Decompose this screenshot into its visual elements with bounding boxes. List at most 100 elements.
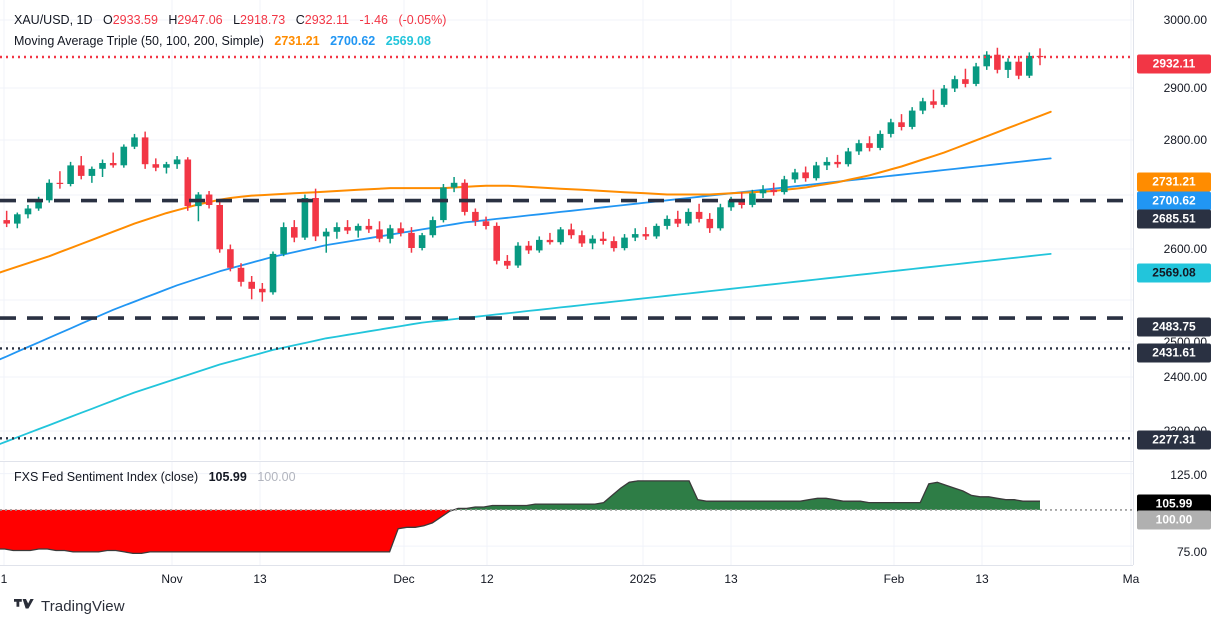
candle-body bbox=[653, 225, 660, 237]
candle-body bbox=[3, 220, 10, 224]
time-axis-tick: Nov bbox=[161, 572, 183, 586]
candle-body bbox=[14, 214, 21, 224]
candle-body bbox=[67, 165, 74, 184]
legend-symbol[interactable]: XAU/USD, 1D bbox=[14, 13, 93, 27]
candle-body bbox=[280, 227, 287, 254]
price-axis-badge[interactable]: 2483.75 bbox=[1137, 317, 1211, 337]
legend-high-label: H bbox=[168, 13, 178, 27]
price-axis-tick: 2600.00 bbox=[1163, 242, 1207, 256]
price-axis-badge[interactable]: 2277.31 bbox=[1137, 430, 1211, 450]
legend-low-label: L bbox=[233, 13, 241, 27]
candle-body bbox=[365, 225, 373, 230]
candle-body bbox=[695, 211, 703, 219]
indicator-area-positive bbox=[449, 480, 1040, 512]
time-axis-tick: Feb bbox=[883, 572, 905, 586]
price-axis-badge[interactable]: 2700.62 bbox=[1137, 191, 1211, 211]
candle-body bbox=[429, 220, 437, 236]
candle-body bbox=[493, 225, 500, 261]
candle-body bbox=[823, 161, 831, 166]
indicator-legend[interactable]: FXS Fed Sentiment Index (close) 105.99 1… bbox=[14, 470, 296, 484]
price-axis[interactable]: 3000.00 2900.00 2800.00 2600.00 2500.00 2400.… bbox=[1133, 0, 1212, 565]
candle-body bbox=[1015, 61, 1022, 76]
candle-body bbox=[557, 229, 564, 243]
candle-body bbox=[344, 227, 351, 231]
candlestick-series[interactable] bbox=[0, 47, 1044, 302]
candle-body bbox=[163, 164, 170, 168]
candle-body bbox=[354, 225, 362, 231]
time-axis[interactable]: 1 Nov 13 Dec 12 2025 13 Feb 13 Ma bbox=[0, 565, 1139, 592]
candle-body bbox=[536, 239, 543, 251]
candle-body bbox=[504, 260, 511, 266]
candle-body bbox=[301, 198, 309, 238]
price-axis-badge[interactable]: 2685.51 bbox=[1137, 209, 1211, 229]
candle-body bbox=[717, 207, 724, 229]
candle-body bbox=[397, 228, 405, 233]
ma-legend-title[interactable]: Moving Average Triple (50, 100, 200, Sim… bbox=[14, 34, 264, 48]
tradingview-brand-text: TradingView bbox=[41, 598, 125, 615]
tradingview-glyph-icon bbox=[14, 599, 34, 609]
candle-body bbox=[227, 249, 234, 268]
candle-body bbox=[994, 54, 1001, 70]
main-legend[interactable]: XAU/USD, 1D O2933.59 H2947.06 L2918.73 C… bbox=[14, 13, 446, 27]
candle-body bbox=[972, 66, 980, 84]
ma50-line bbox=[0, 110, 1052, 274]
candle-body bbox=[781, 179, 788, 193]
candle-body bbox=[312, 198, 319, 237]
candle-body bbox=[269, 253, 277, 293]
candle-body bbox=[599, 238, 607, 241]
candle-body bbox=[855, 143, 863, 152]
price-axis-badge[interactable]: 100.00 bbox=[1137, 510, 1211, 530]
price-axis-tick: 2900.00 bbox=[1163, 81, 1207, 95]
legend-close-value: 2932.11 bbox=[304, 13, 350, 27]
tradingview-logo[interactable]: TradingView bbox=[14, 598, 125, 615]
price-chart-pane[interactable] bbox=[0, 0, 1133, 460]
indicator-canvas bbox=[0, 462, 1133, 565]
candle-body bbox=[291, 227, 298, 238]
candle-body bbox=[962, 79, 969, 84]
price-axis-badge[interactable]: 2731.21 bbox=[1137, 172, 1211, 192]
candle-body bbox=[749, 193, 756, 205]
indicator-legend-title[interactable]: FXS Fed Sentiment Index (close) bbox=[14, 470, 199, 484]
candle-body bbox=[216, 205, 223, 250]
candle-body bbox=[109, 163, 117, 166]
price-axis-badge[interactable]: 105.99 bbox=[1137, 494, 1211, 514]
candle-body bbox=[951, 79, 959, 89]
price-axis-badge[interactable]: 2932.11 bbox=[1137, 54, 1211, 74]
price-axis-tick: 2400.00 bbox=[1163, 370, 1207, 384]
price-axis-tick: 75.00 bbox=[1176, 545, 1207, 559]
indicator-pane[interactable] bbox=[0, 462, 1133, 565]
price-axis-badge[interactable]: 2569.08 bbox=[1137, 263, 1211, 283]
candle-body bbox=[770, 189, 777, 193]
candle-body bbox=[472, 211, 479, 222]
candle-body bbox=[674, 218, 682, 224]
candle-body bbox=[919, 101, 927, 111]
legend-low-value: 2918.73 bbox=[240, 13, 286, 27]
time-axis-tick: 13 bbox=[253, 572, 267, 586]
candle-body bbox=[631, 234, 639, 238]
candle-body bbox=[876, 133, 884, 148]
candle-body bbox=[663, 218, 671, 226]
price-axis-badge[interactable]: 2431.61 bbox=[1137, 343, 1211, 363]
legend-open-value: 2933.59 bbox=[112, 13, 158, 27]
candle-body bbox=[482, 221, 490, 226]
candle-body bbox=[568, 229, 575, 236]
candle-body bbox=[56, 182, 64, 184]
ma100-line bbox=[0, 157, 1052, 361]
time-axis-tick: 12 bbox=[480, 572, 494, 586]
candle-body bbox=[1026, 55, 1033, 76]
moving-average-legend[interactable]: Moving Average Triple (50, 100, 200, Sim… bbox=[14, 34, 431, 48]
candle-body bbox=[237, 267, 245, 282]
price-axis-tick: 3000.00 bbox=[1163, 13, 1207, 27]
candle-body bbox=[514, 245, 522, 266]
candle-body bbox=[738, 200, 745, 205]
time-axis-tick: 13 bbox=[975, 572, 989, 586]
legend-change-percent: (-0.05%) bbox=[398, 13, 447, 27]
indicator-outline bbox=[0, 480, 1040, 555]
candle-body bbox=[418, 235, 426, 248]
candle-body bbox=[461, 182, 468, 212]
candle-body bbox=[844, 151, 852, 165]
time-axis-tick: 2025 bbox=[629, 572, 657, 586]
legend-change: -1.46 bbox=[359, 13, 389, 27]
candle-body bbox=[887, 122, 895, 134]
pane-separator bbox=[0, 461, 1133, 462]
